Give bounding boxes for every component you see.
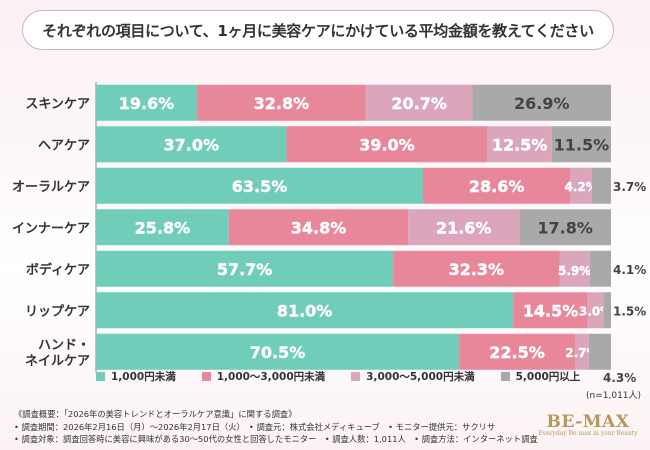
- footer-line: • 調査対象：調査回答時に美容に興味がある30〜50代の女性と回答したモニター …: [14, 434, 538, 444]
- bar-segment: [487, 126, 552, 163]
- bar-segment: [196, 84, 366, 121]
- footer-line: • 調査期間：2026年2月16日（月）〜2026年2月17日（火） • 調査元…: [14, 421, 496, 432]
- legend-label: 3,000〜5,000円未満: [366, 371, 475, 383]
- category-label: ボディケア: [26, 262, 90, 278]
- legend-swatch: [201, 372, 211, 381]
- data-label: 5.9%: [558, 264, 591, 278]
- legend-swatch: [500, 372, 510, 381]
- bar-segment: [591, 167, 611, 204]
- data-label: 3.7%: [613, 180, 646, 194]
- legend-item: 1,000〜3,000円未満: [201, 369, 326, 384]
- data-label: 37.0%: [164, 135, 220, 154]
- brand-logo: BE-MAX Everyday Be max in your Beauty: [538, 412, 638, 437]
- bar-segment: [587, 292, 604, 329]
- data-label: 19.6%: [119, 94, 175, 113]
- bar-segment: [603, 292, 611, 329]
- bar-segment: [286, 126, 488, 163]
- bar-segment: [513, 292, 588, 329]
- bar-segment: [365, 84, 473, 121]
- bar-segment: [459, 333, 575, 370]
- bar-segment: [570, 167, 592, 204]
- data-label: 34.8%: [291, 218, 347, 237]
- category-label: オーラルケア: [12, 180, 90, 195]
- logo-text: BE-MAX: [546, 412, 630, 432]
- bar-segment: [96, 250, 394, 287]
- legend: 1,000円未満 1,000〜3,000円未満 3,000〜5,000円未満 5…: [96, 369, 580, 384]
- bar-segment: [588, 333, 611, 370]
- data-label: 22.5%: [489, 343, 545, 362]
- category-label: ハンド・ネイルケア: [25, 338, 90, 369]
- data-label: 28.6%: [469, 177, 525, 196]
- bar-segment: [96, 209, 229, 246]
- data-label: 39.0%: [359, 135, 415, 154]
- legend-item: 1,000円未満: [96, 369, 176, 384]
- legend-item: 5,000円以上: [500, 369, 581, 384]
- bar-segment: [228, 209, 409, 246]
- bar-segment: [559, 250, 590, 287]
- legend-swatch: [96, 372, 105, 381]
- data-label: 20.7%: [391, 94, 447, 113]
- bar-segment: [408, 209, 520, 246]
- data-label: 57.7%: [217, 260, 273, 279]
- survey-footer: 《調査概要：「2026年の美容トレンドとオーラルケア意識」に関する調査》 • 調…: [14, 408, 538, 446]
- bar-segment: [393, 250, 560, 287]
- category-label: インナーケア: [12, 221, 90, 236]
- data-label: 11.5%: [554, 135, 610, 154]
- data-label: 4.2%: [564, 180, 597, 194]
- legend-label: 1,000円未満: [111, 371, 176, 383]
- data-label: 81.0%: [277, 301, 333, 320]
- legend-item: 3,000〜5,000円未満: [351, 369, 475, 384]
- category-label: リップケア: [25, 304, 90, 319]
- bar-segment: [96, 167, 424, 204]
- data-label: 1.5%: [613, 304, 646, 318]
- data-label: 63.5%: [232, 177, 288, 196]
- bar-segment: [472, 84, 611, 121]
- data-label: 17.8%: [537, 218, 593, 237]
- data-label: 70.5%: [250, 343, 306, 362]
- data-label: 26.9%: [514, 94, 570, 113]
- bar-segment: [96, 292, 514, 329]
- bar-segment: [574, 333, 589, 370]
- bar-segment: [96, 333, 460, 370]
- category-label: スキンケア: [25, 97, 90, 112]
- data-label: 32.3%: [449, 260, 505, 279]
- logo-tagline: Everyday Be max in your Beauty: [538, 430, 638, 437]
- legend-swatch: [351, 372, 361, 381]
- legend-label: 5,000円以上: [515, 371, 581, 383]
- data-label: 4.3%: [603, 371, 636, 385]
- bar-segment: [96, 84, 197, 121]
- data-label: 32.8%: [254, 94, 310, 113]
- data-label: 4.1%: [613, 263, 646, 277]
- legend-label: 1,000〜3,000円未満: [216, 371, 326, 383]
- data-label: 25.8%: [135, 218, 191, 237]
- data-label: 12.5%: [492, 135, 548, 154]
- bar-segment: [423, 167, 571, 204]
- bar-segment: [96, 126, 287, 163]
- bar-segment: [551, 126, 611, 163]
- sample-size-note: (n=1,011人): [586, 391, 642, 401]
- bar-segment: [519, 209, 611, 246]
- footer-line: 《調査概要：「2026年の美容トレンドとオーラルケア意識」に関する調査》: [14, 409, 297, 419]
- bar-segment: [589, 250, 611, 287]
- data-label: 14.5%: [523, 301, 579, 320]
- data-label: 21.6%: [436, 218, 492, 237]
- chart-title: それぞれの項目について、1ヶ月に美容ケアにかけている平均金額を教えてください: [22, 10, 614, 50]
- category-label: ヘアケア: [38, 138, 90, 153]
